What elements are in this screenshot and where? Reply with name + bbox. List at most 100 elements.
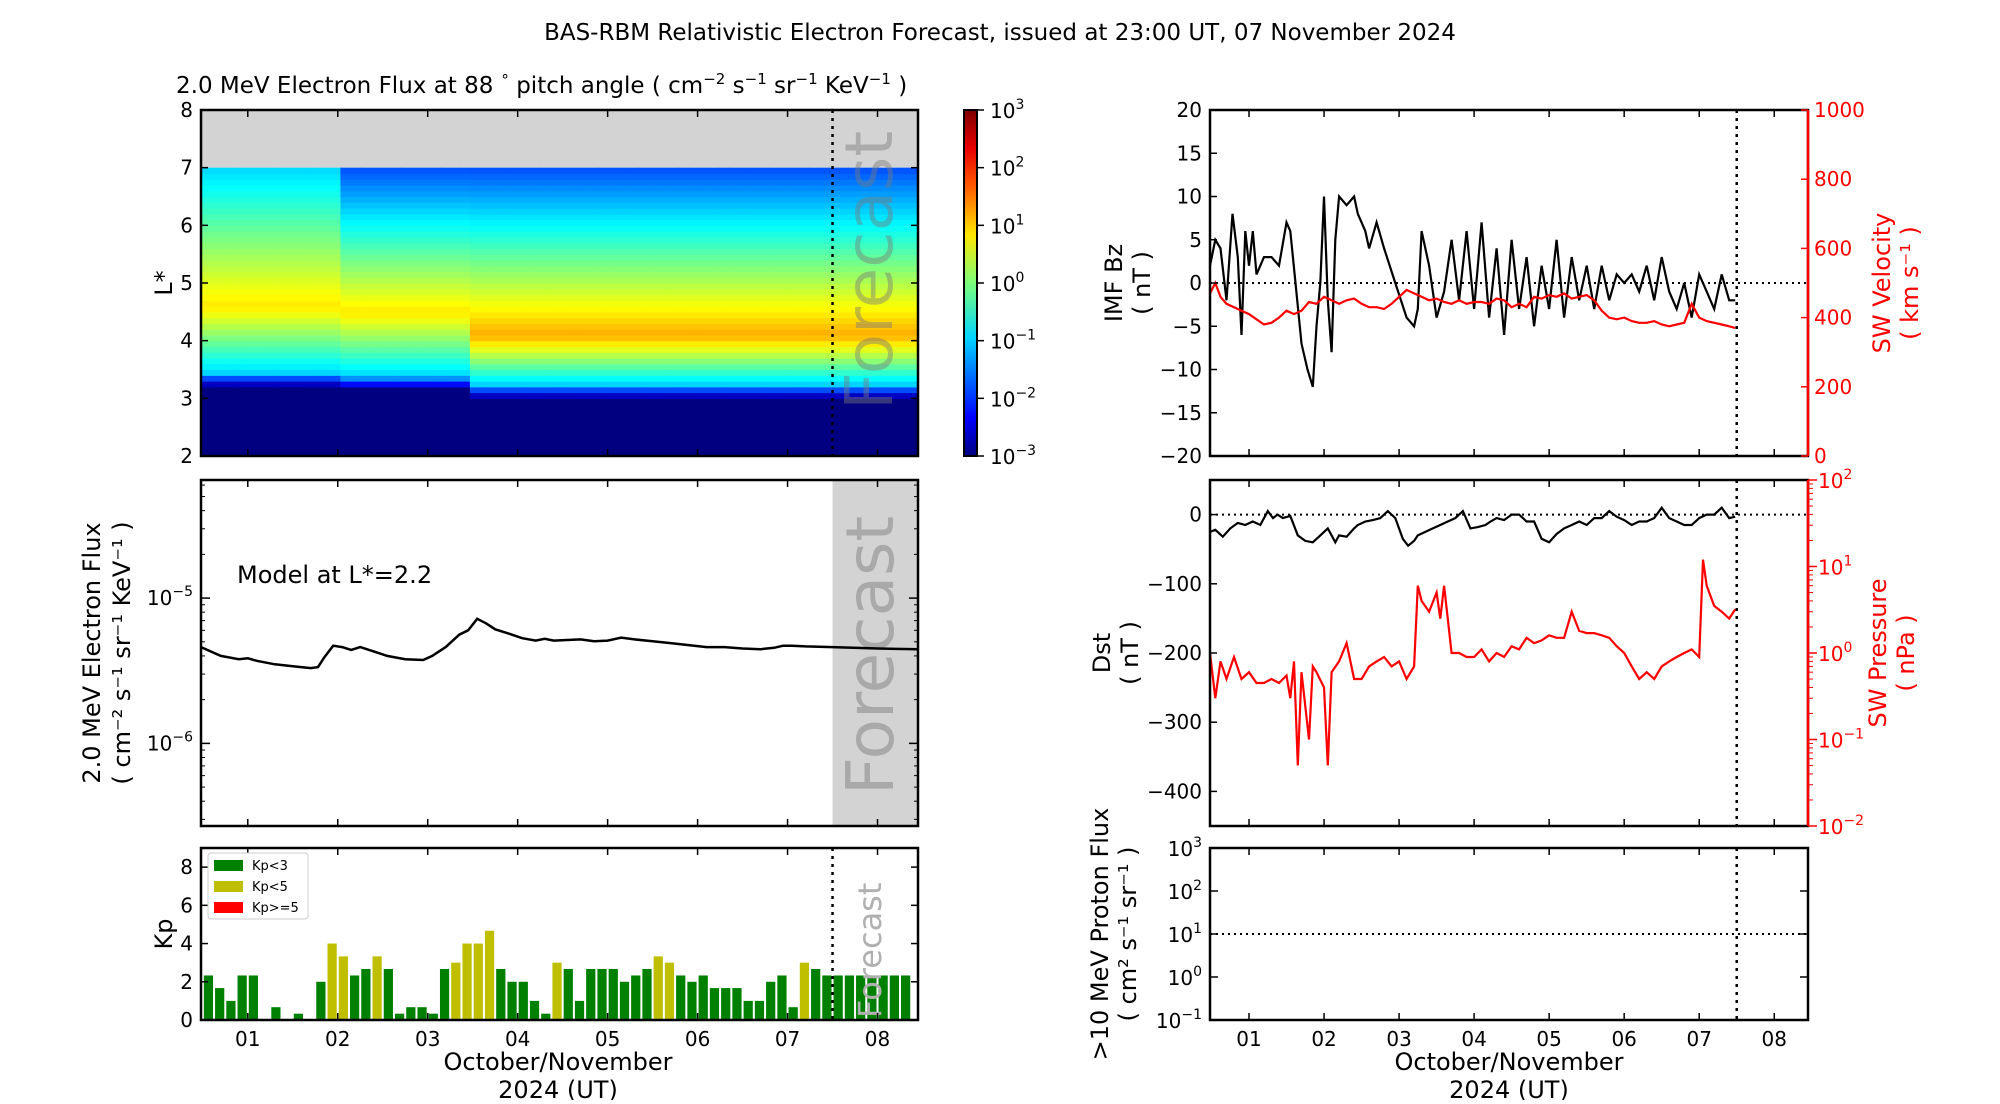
heatmap-cell: [768, 190, 780, 198]
heatmap-cell: [728, 236, 740, 244]
heatmap-cell: [539, 369, 551, 376]
heatmap-cell: [260, 357, 272, 365]
heatmap-cell: [499, 381, 511, 388]
heatmap-cell: [310, 306, 322, 313]
heatmap-cell: [659, 432, 670, 440]
heatmap-cell: [888, 409, 899, 417]
heatmap-cell: [350, 381, 361, 388]
heatmap-cell: [380, 277, 391, 284]
heatmap-cell: [290, 236, 302, 244]
heatmap-cell: [529, 386, 541, 394]
heatmap-cell: [808, 294, 820, 301]
heatmap-cell: [559, 202, 571, 209]
heatmap-cell: [868, 202, 879, 209]
heatmap-cell: [708, 404, 720, 411]
heatmap-cell: [748, 329, 760, 336]
heatmap-cell: [808, 306, 820, 313]
heatmap-cell: [380, 409, 391, 417]
heatmap-cell: [499, 167, 511, 175]
heatmap-cell: [599, 450, 610, 456]
heatmap-cell: [499, 225, 511, 232]
heatmap-cell: [320, 398, 332, 405]
heatmap-cell: [440, 415, 451, 422]
heatmap-cell: [519, 323, 531, 330]
heatmap-cell: [210, 173, 222, 180]
heatmap-cell: [449, 329, 461, 336]
heatmap-cell: [270, 294, 282, 301]
heatmap-cell: [758, 225, 770, 232]
heatmap-cell: [479, 323, 491, 330]
heatmap-cell: [868, 225, 879, 232]
heatmap-cell: [240, 306, 252, 313]
heatmap-cell: [250, 357, 262, 365]
heatmap-cell: [400, 392, 411, 399]
heatmap-cell: [350, 375, 361, 382]
heatmap-cell: [400, 208, 411, 215]
heatmap-cell: [669, 438, 680, 446]
heatmap-cell: [858, 184, 869, 192]
heatmap-cell: [400, 202, 411, 209]
heatmap-cell: [609, 398, 620, 405]
heatmap-cell: [599, 265, 610, 273]
heatmap-cell: [300, 259, 312, 267]
heatmap-cell: [360, 208, 371, 215]
heatmap-cell: [410, 208, 421, 215]
heatmap-cell: [798, 242, 810, 249]
heatmap-cell: [350, 432, 361, 440]
heatmap-cell: [529, 254, 541, 261]
heatmap-cell: [509, 450, 521, 456]
heatmap-cell: [489, 427, 501, 434]
heatmap-cell: [549, 398, 561, 405]
heatmap-cell: [758, 190, 770, 198]
heatmap-cell: [808, 167, 820, 175]
heatmap-cell: [798, 369, 810, 376]
heatmap-cell: [509, 294, 521, 301]
heatmap-cell: [898, 277, 909, 284]
heatmap-cell: [788, 259, 800, 267]
heatmap-cell: [758, 254, 770, 261]
heatmap-cell: [201, 190, 212, 198]
heatmap-cell: [459, 248, 471, 255]
kp-bar: [237, 975, 247, 1020]
heatmap-cell: [639, 236, 650, 244]
heatmap-cell: [290, 311, 302, 319]
heatmap-cell: [250, 415, 262, 422]
heatmap-cell: [908, 283, 918, 290]
heatmap-cell: [659, 323, 670, 330]
heatmap-cell: [479, 242, 491, 249]
heatmap-cell: [589, 392, 600, 399]
heatmap-cell: [778, 265, 790, 273]
y-tick-label: 8: [180, 98, 193, 122]
heatmap-cell: [280, 236, 292, 244]
heatmap-cell: [878, 409, 889, 417]
heatmap-cell: [888, 179, 899, 186]
heatmap-cell: [888, 323, 899, 330]
heatmap-cell: [778, 369, 790, 376]
heatmap-cell: [818, 190, 829, 198]
heatmap-cell: [878, 213, 889, 221]
heatmap-cell: [489, 259, 501, 267]
heatmap-cell: [201, 167, 212, 175]
heatmap-cell: [380, 213, 391, 221]
heatmap-cell: [250, 323, 262, 330]
heatmap-cell: [350, 386, 361, 394]
heatmap-cell: [718, 196, 730, 203]
heatmap-cell: [420, 323, 431, 330]
heatmap-cell: [529, 196, 541, 203]
heatmap-cell: [529, 409, 541, 417]
heatmap-cell: [519, 352, 531, 359]
heatmap-cell: [599, 202, 610, 209]
heatmap-cell: [649, 219, 660, 226]
heatmap-cell: [898, 352, 909, 359]
heatmap-cell: [848, 317, 859, 324]
heatmap-cell: [629, 323, 640, 330]
heatmap-cell: [718, 259, 730, 267]
heatmap-cell: [360, 386, 371, 394]
heatmap-cell: [878, 346, 889, 353]
heatmap-cell: [440, 231, 451, 238]
heatmap-cell: [459, 317, 471, 324]
heatmap-cell: [440, 225, 451, 232]
heatmap-cell: [270, 317, 282, 324]
heatmap-cell: [370, 254, 381, 261]
